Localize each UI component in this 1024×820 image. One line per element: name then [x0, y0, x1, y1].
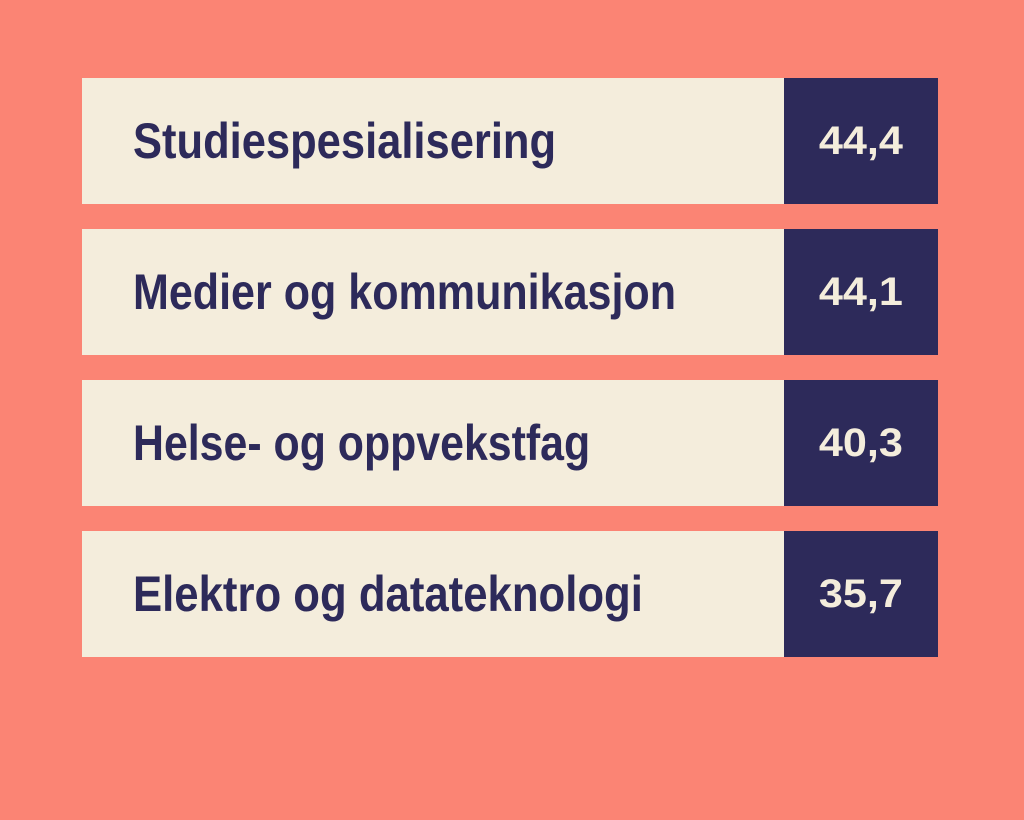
value-box: 44,4	[784, 78, 938, 204]
value-box: 35,7	[784, 531, 938, 657]
category-label: Studiespesialisering	[133, 113, 557, 169]
bar-list-chart: Studiespesialisering 44,4 Medier og komm…	[82, 78, 938, 657]
value-label: 44,4	[818, 118, 903, 163]
chart-row: Medier og kommunikasjon 44,1	[82, 229, 938, 355]
value-label: 44,1	[818, 269, 903, 314]
category-label-box: Helse- og oppvekstfag	[82, 380, 784, 506]
category-label: Helse- og oppvekstfag	[133, 415, 591, 471]
value-label: 35,7	[818, 571, 903, 616]
value-box: 44,1	[784, 229, 938, 355]
chart-row: Studiespesialisering 44,4	[82, 78, 938, 204]
category-label-box: Medier og kommunikasjon	[82, 229, 784, 355]
category-label: Elektro og datateknologi	[133, 566, 643, 622]
category-label-box: Studiespesialisering	[82, 78, 784, 204]
category-label-box: Elektro og datateknologi	[82, 531, 784, 657]
category-label: Medier og kommunikasjon	[133, 264, 677, 320]
chart-row: Elektro og datateknologi 35,7	[82, 531, 938, 657]
chart-row: Helse- og oppvekstfag 40,3	[82, 380, 938, 506]
value-label: 40,3	[818, 420, 903, 465]
value-box: 40,3	[784, 380, 938, 506]
